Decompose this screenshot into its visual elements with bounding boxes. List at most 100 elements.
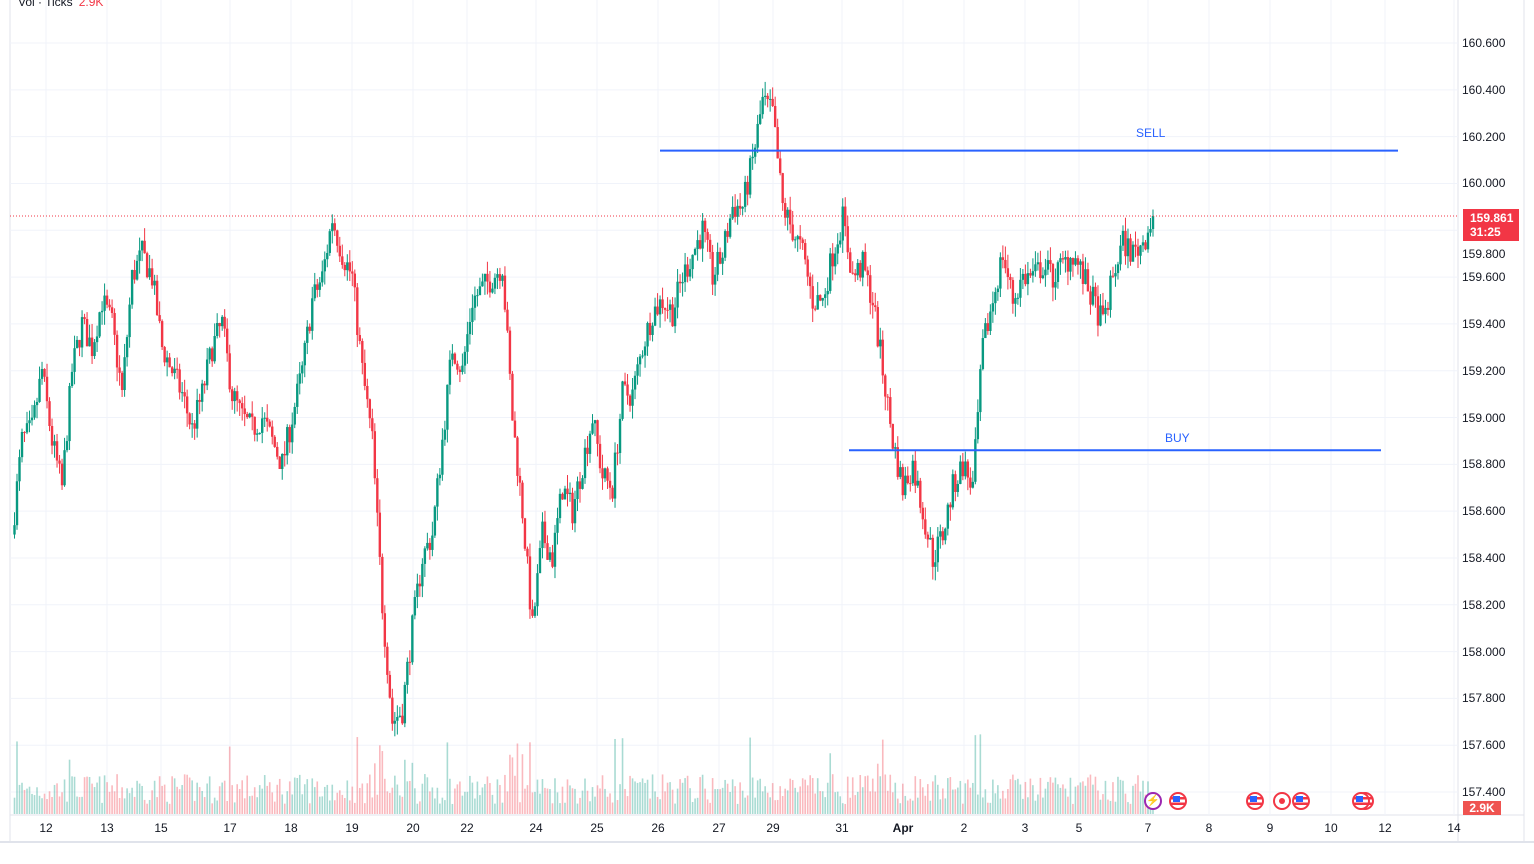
volume-bar <box>934 775 937 814</box>
candle-up <box>205 359 209 386</box>
candle-down <box>708 239 712 252</box>
candle-up <box>313 284 316 299</box>
candle-down <box>648 322 652 335</box>
candle-down <box>371 418 374 432</box>
volume-bar <box>626 796 629 814</box>
volume-bar <box>824 797 827 814</box>
volume-bar <box>921 787 924 814</box>
time-tick-label: 9 <box>1266 821 1274 835</box>
volume-bar <box>163 784 166 814</box>
us-flag-event-icon[interactable] <box>1169 792 1187 810</box>
candle-up <box>576 481 579 500</box>
candle-up <box>1026 273 1030 285</box>
volume-bar <box>251 795 254 814</box>
us-flag-event-icon[interactable] <box>1292 792 1310 810</box>
candle-up <box>573 499 577 524</box>
candle-up <box>1099 305 1102 326</box>
volume-bar <box>78 797 81 814</box>
volume-bar <box>311 778 314 814</box>
candle-down <box>698 240 702 249</box>
candle-up <box>38 378 41 402</box>
candle-down <box>791 224 794 241</box>
volume-bar <box>861 787 864 814</box>
volume-bar <box>1127 802 1129 814</box>
candle-up <box>318 282 321 290</box>
us-flag-event-icon[interactable] <box>1246 792 1264 810</box>
candle-up <box>934 562 937 567</box>
candle-down <box>143 240 146 254</box>
volume-bar <box>992 779 994 814</box>
time-tick-label: 8 <box>1205 821 1213 835</box>
candle-down <box>783 203 787 218</box>
candle-up <box>989 311 992 331</box>
candle-down <box>1006 268 1010 278</box>
candle-up <box>88 337 91 347</box>
candle-up <box>258 432 261 434</box>
volume-bar <box>834 792 837 814</box>
volume-bar <box>306 779 309 814</box>
volume-bar <box>271 792 274 814</box>
volume-bar <box>1007 789 1009 814</box>
volume-bar <box>771 783 774 814</box>
volume-bar <box>341 794 344 814</box>
candle-down <box>218 323 221 327</box>
volume-bar <box>1104 780 1107 814</box>
volume-bar <box>276 784 279 814</box>
candle-up <box>721 257 724 264</box>
volume-bar <box>506 791 509 814</box>
price-tick-label: 158.200 <box>1462 597 1506 612</box>
candle-down <box>1129 238 1132 262</box>
candle-down <box>503 275 507 310</box>
volume-bar <box>118 798 121 814</box>
volume-bar <box>1087 777 1089 814</box>
volume-bar <box>709 802 711 814</box>
candle-down <box>1004 259 1007 269</box>
volume-bar <box>1134 783 1137 814</box>
candle-up <box>148 268 151 278</box>
volume-bar <box>381 751 384 814</box>
candle-up <box>200 383 204 402</box>
volume-bar <box>476 781 479 814</box>
candle-up <box>331 223 334 232</box>
volume-bar <box>266 785 269 814</box>
candle-up <box>165 357 169 363</box>
us-flag-event-icon[interactable] <box>1352 792 1370 810</box>
candle-up <box>213 336 216 362</box>
volume-bar <box>133 796 136 814</box>
volume-bar <box>1024 781 1027 814</box>
candle-down <box>1066 257 1070 272</box>
candle-down <box>243 408 246 415</box>
volume-bar <box>236 784 238 814</box>
volume-bar <box>906 800 909 814</box>
candle-up <box>688 269 692 277</box>
candle-up <box>25 423 29 433</box>
candle-down <box>678 281 682 284</box>
volume-bar <box>21 782 23 814</box>
candle-up <box>658 299 662 315</box>
candle-down <box>241 403 244 409</box>
record-event-icon[interactable] <box>1273 792 1291 810</box>
candle-up <box>716 251 719 275</box>
candle-down <box>273 436 276 447</box>
volume-bar <box>489 783 491 814</box>
volume-bar <box>283 803 286 814</box>
volume-bar <box>691 801 694 814</box>
lightning-event-icon[interactable]: ⚡ <box>1144 792 1162 810</box>
candle-down <box>1051 264 1055 288</box>
volume-bar <box>814 793 817 814</box>
volume-bar <box>258 785 261 814</box>
volume-bar <box>621 738 624 814</box>
candle-up <box>736 205 739 217</box>
volume-bar <box>669 782 671 814</box>
candle-up <box>991 303 995 312</box>
last-price: 159.861 <box>1470 211 1514 225</box>
volume-bar <box>631 778 634 814</box>
candle-up <box>728 218 732 237</box>
candle-up <box>856 262 859 276</box>
candle-up <box>1034 264 1037 272</box>
candle-up <box>473 295 477 308</box>
volume-bar <box>551 803 554 814</box>
candle-up <box>20 432 24 458</box>
volume-bar <box>576 803 579 814</box>
